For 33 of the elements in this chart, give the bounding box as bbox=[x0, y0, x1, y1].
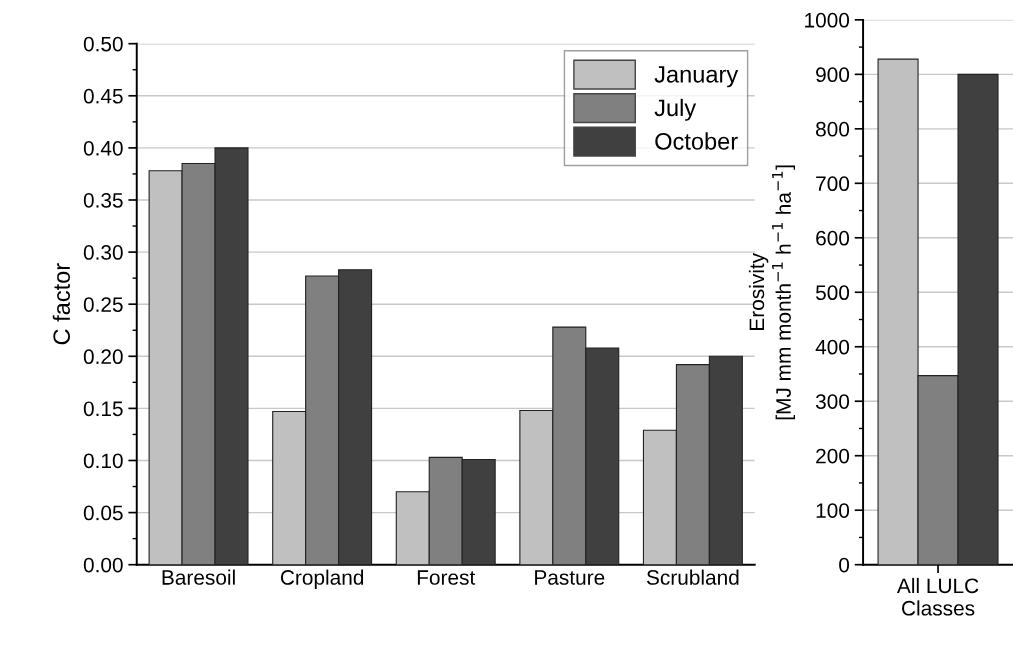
y-tick-label: 0.15 bbox=[83, 401, 123, 417]
y-tick-label: 0.00 bbox=[83, 557, 123, 573]
y-tick-label: 500 bbox=[815, 285, 850, 301]
y-tick-label: 0.50 bbox=[83, 36, 123, 52]
x-tick-label: Scrubland bbox=[646, 569, 739, 585]
y-tick-label: 100 bbox=[816, 503, 850, 518]
y-axis-title: C factor bbox=[52, 263, 71, 345]
y-tick-label: 600 bbox=[816, 230, 850, 246]
y-tick-label: 0.40 bbox=[83, 140, 123, 156]
y-tick-label: 900 bbox=[816, 67, 850, 83]
x-tick-label: All LULC Classes bbox=[896, 577, 979, 616]
legend-label: October bbox=[655, 132, 738, 150]
y-tick-label: 400 bbox=[815, 339, 850, 355]
y-tick-label: 700 bbox=[816, 176, 850, 192]
y-tick-label: 0.05 bbox=[83, 505, 123, 521]
x-tick-label: Baresoil bbox=[162, 569, 235, 585]
y-tick-label: 0 bbox=[839, 557, 850, 573]
y-tick-label: 300 bbox=[815, 394, 850, 409]
legend-label: July bbox=[654, 98, 697, 121]
y-axis-title: Erosivity [MJ mm month$^{−1}$ h$^{−1}$ ha$^{−1}$] bbox=[748, 165, 796, 420]
y-tick-label: 0.35 bbox=[83, 192, 123, 208]
y-tick-label: 200 bbox=[816, 448, 850, 464]
y-tick-label: 0.30 bbox=[83, 245, 123, 260]
legend-label: January bbox=[654, 66, 739, 88]
y-tick-label: 0.25 bbox=[83, 297, 123, 312]
y-tick-label: 0.20 bbox=[83, 349, 123, 365]
y-tick-label: 0.10 bbox=[83, 453, 123, 469]
x-tick-label: Cropland bbox=[280, 569, 364, 589]
y-tick-label: 0.45 bbox=[83, 88, 123, 104]
x-tick-label: Pasture bbox=[535, 570, 605, 585]
y-tick-label: 800 bbox=[816, 121, 850, 137]
y-tick-label: 1000 bbox=[805, 12, 850, 28]
x-tick-label: Forest bbox=[417, 570, 476, 585]
